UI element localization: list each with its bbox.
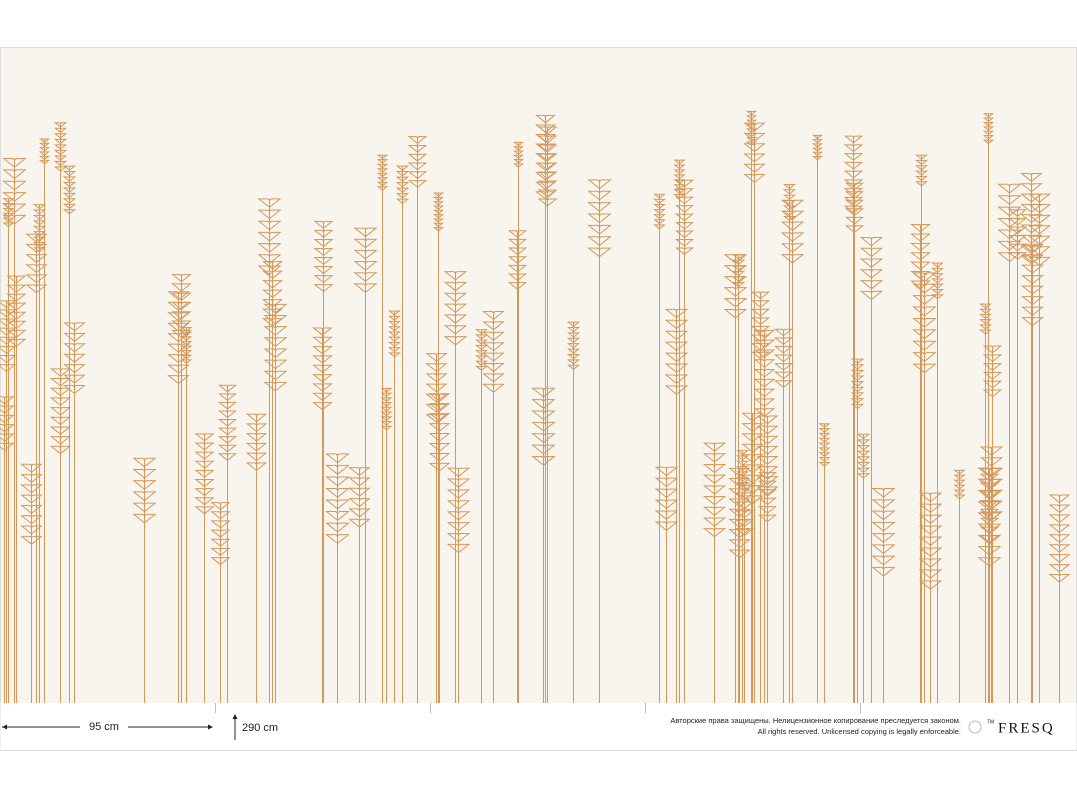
ear — [731, 254, 746, 288]
ear — [859, 237, 884, 301]
ear — [313, 220, 334, 293]
ear — [534, 114, 557, 200]
ear — [482, 310, 505, 393]
ear — [912, 272, 937, 374]
wheat-pattern — [0, 110, 1071, 703]
ear — [1020, 172, 1043, 265]
ear — [428, 393, 451, 472]
ear — [407, 136, 428, 188]
ear — [675, 179, 694, 256]
ear — [773, 328, 794, 388]
arrowhead — [208, 724, 213, 730]
ear — [910, 224, 931, 289]
ear — [982, 345, 1003, 398]
ear — [780, 199, 805, 264]
ear — [753, 329, 776, 417]
arrowhead — [2, 724, 7, 730]
ear — [566, 321, 581, 370]
ear — [210, 502, 231, 566]
ear — [818, 423, 831, 467]
ear — [587, 179, 612, 258]
ear — [348, 467, 371, 528]
copyright-en: All rights reserved. Unlicensed copying … — [758, 727, 961, 736]
ear — [1048, 494, 1071, 583]
strip-dividers — [215, 703, 861, 713]
ear — [979, 446, 1004, 521]
ear — [63, 322, 86, 395]
ear — [512, 141, 525, 168]
ear — [812, 134, 823, 161]
ear — [979, 303, 992, 335]
ear — [664, 308, 689, 395]
ear — [918, 492, 943, 590]
trademark: TM — [987, 719, 994, 725]
ear — [475, 329, 488, 371]
ear — [263, 303, 288, 392]
ear — [0, 396, 15, 452]
panel — [0, 47, 1077, 751]
emblem — [968, 720, 982, 734]
arrowhead — [232, 714, 238, 719]
ear — [2, 157, 27, 225]
ear — [844, 182, 865, 234]
dimension-marks — [2, 714, 238, 740]
ear — [736, 450, 749, 488]
ear — [425, 353, 448, 423]
ear — [1007, 209, 1028, 260]
ear — [443, 271, 468, 346]
ear — [0, 300, 17, 373]
ear — [245, 413, 268, 471]
ear — [953, 469, 966, 500]
ear — [702, 442, 727, 538]
ear — [53, 122, 68, 172]
ear — [2, 198, 15, 228]
ear — [194, 433, 215, 515]
brand: FRESQ — [998, 720, 1055, 736]
ear — [353, 227, 378, 294]
ear — [132, 457, 157, 524]
ear — [931, 262, 944, 300]
ear — [977, 467, 1002, 567]
height-label: 290 cm — [242, 722, 278, 734]
ear — [843, 135, 864, 214]
ear — [395, 165, 410, 204]
ear — [850, 358, 865, 410]
ear — [914, 154, 929, 187]
ear — [20, 463, 43, 545]
ear — [654, 466, 679, 532]
ear — [507, 230, 528, 290]
ear — [25, 233, 48, 294]
ear — [653, 193, 666, 230]
ear — [871, 488, 896, 577]
ear — [376, 154, 389, 191]
ear — [856, 433, 871, 479]
ear — [388, 310, 401, 358]
ear — [312, 327, 333, 411]
ear — [325, 453, 350, 545]
copyright-ru: Авторские права защищены. Нелицензионное… — [670, 716, 961, 725]
ear — [32, 204, 47, 253]
ear — [982, 113, 995, 145]
ear — [756, 415, 779, 496]
ear — [38, 138, 51, 165]
ear — [446, 467, 471, 554]
ear — [6, 275, 27, 347]
ear — [167, 291, 190, 385]
ear — [380, 387, 393, 431]
ear — [62, 165, 77, 215]
ear — [432, 192, 445, 232]
ear — [997, 183, 1022, 263]
ear — [217, 384, 238, 461]
width-label: 95 cm — [89, 721, 119, 733]
ear — [531, 387, 556, 466]
ear — [257, 198, 282, 276]
ear — [743, 122, 766, 184]
ear — [741, 412, 764, 505]
